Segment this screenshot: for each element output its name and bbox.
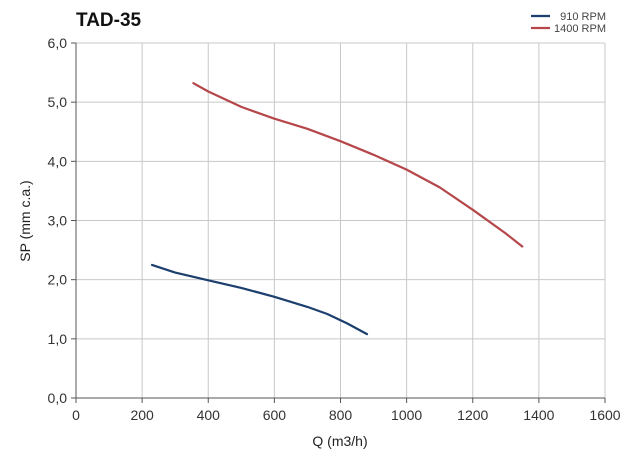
legend-label: 910 RPM bbox=[560, 11, 606, 23]
y-tick-label: 4,0 bbox=[48, 153, 68, 169]
x-tick-label: 800 bbox=[329, 407, 353, 423]
x-tick-label: 400 bbox=[197, 407, 221, 423]
y-tick-label: 2,0 bbox=[48, 272, 68, 288]
x-tick-label: 1000 bbox=[391, 407, 422, 423]
y-axis-label: SP (mm c.a.) bbox=[17, 180, 33, 261]
y-tick-label: 0,0 bbox=[48, 390, 68, 406]
legend-label: 1400 RPM bbox=[554, 23, 606, 35]
axes bbox=[71, 42, 606, 403]
x-tick-label: 1400 bbox=[523, 407, 554, 423]
y-tick-label: 5,0 bbox=[48, 94, 68, 110]
x-axis-label: Q (m3/h) bbox=[312, 433, 367, 449]
y-tick-label: 3,0 bbox=[48, 213, 68, 229]
chart-title: TAD-35 bbox=[76, 10, 142, 31]
series-line-1400-rpm bbox=[192, 82, 524, 248]
x-tick-label: 200 bbox=[130, 407, 154, 423]
x-tick-label: 0 bbox=[72, 407, 80, 423]
x-tick-label: 1200 bbox=[457, 407, 488, 423]
y-tick-label: 6,0 bbox=[48, 35, 68, 51]
series-line-910-rpm bbox=[150, 263, 369, 336]
tick-labels: 0 200 400 600 800 1000 1200 1400 1600 0,0 1,0 2,0 3,… bbox=[48, 35, 621, 423]
grid bbox=[75, 42, 606, 399]
x-tick-label: 1600 bbox=[589, 407, 620, 423]
y-tick-label: 1,0 bbox=[48, 331, 68, 347]
x-tick-label: 600 bbox=[263, 407, 287, 423]
series-lines bbox=[150, 82, 524, 336]
